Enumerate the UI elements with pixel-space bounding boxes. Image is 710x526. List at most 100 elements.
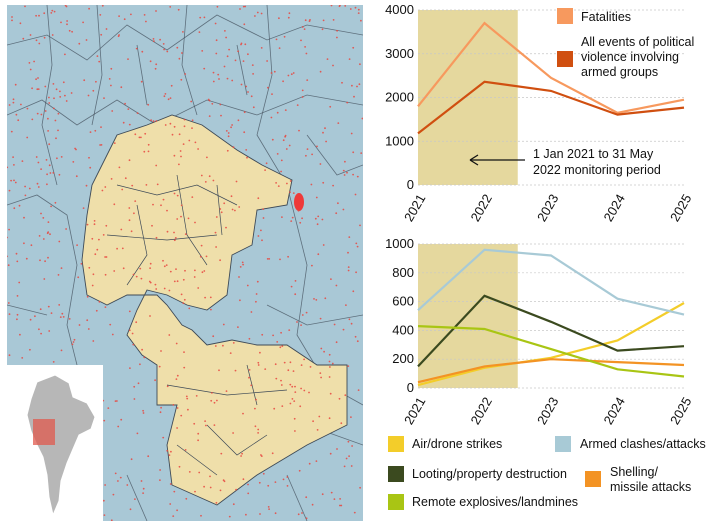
event-dot (218, 369, 220, 372)
legend-swatch (388, 494, 404, 510)
event-dot (215, 216, 218, 218)
event-dot (280, 384, 283, 386)
event-dot (176, 218, 179, 220)
event-dot (328, 353, 331, 356)
event-dot (345, 457, 348, 460)
event-dot (11, 16, 13, 18)
event-dot (224, 30, 226, 32)
event-dot (142, 492, 145, 494)
event-dot (37, 77, 39, 79)
event-dot (31, 118, 34, 121)
event-dot (39, 259, 41, 262)
x-tick-label: 2022 (468, 395, 495, 428)
event-dot (162, 259, 164, 262)
event-dot (158, 365, 161, 368)
event-dot (185, 395, 188, 398)
event-dot (38, 14, 40, 17)
event-dot (272, 334, 274, 337)
event-dot (128, 219, 131, 222)
event-dot (301, 512, 303, 514)
event-dot (166, 385, 169, 388)
event-dot (93, 220, 96, 222)
event-dot (21, 160, 24, 163)
event-dot (278, 47, 281, 49)
event-dot (212, 71, 215, 74)
event-dot (134, 133, 137, 136)
event-dot (176, 407, 179, 409)
event-dot (122, 267, 125, 270)
event-dot (311, 503, 314, 506)
event-dot (141, 348, 144, 351)
event-dot (66, 23, 68, 26)
event-dot (232, 503, 235, 506)
event-dot (128, 159, 131, 162)
event-dot (110, 67, 113, 70)
event-dot (186, 397, 189, 400)
event-dot (231, 79, 234, 82)
event-dot (268, 258, 271, 260)
event-dot (301, 314, 304, 316)
event-dot (35, 14, 37, 17)
event-dot (143, 14, 146, 16)
event-dot (128, 207, 131, 209)
event-dot (247, 483, 249, 486)
x-tick-label: 2024 (601, 192, 628, 225)
event-dot (57, 112, 60, 115)
event-dot (282, 139, 285, 142)
event-dot (320, 347, 323, 350)
event-dot (297, 513, 300, 516)
event-dot (99, 14, 102, 16)
event-dot (166, 449, 169, 452)
event-dot (145, 20, 147, 23)
event-dot (59, 96, 62, 98)
event-dot (213, 424, 216, 426)
event-dot (183, 118, 186, 121)
event-dot (286, 476, 289, 478)
event-dot (352, 173, 354, 176)
event-dot (219, 489, 222, 492)
event-dot (14, 83, 17, 86)
event-dot (244, 43, 247, 46)
event-dot (149, 262, 152, 265)
event-dot (305, 154, 307, 157)
event-dot (339, 5, 341, 6)
event-dot (103, 97, 105, 99)
event-dot (332, 19, 335, 21)
event-dot (332, 184, 334, 187)
event-dot (38, 328, 40, 331)
event-dot (246, 284, 249, 287)
event-dot (289, 402, 292, 405)
event-dot (179, 150, 182, 152)
event-dot (227, 132, 230, 134)
event-dot (280, 159, 283, 162)
event-dot (275, 377, 278, 380)
x-tick-label: 2025 (667, 192, 694, 225)
event-dot (13, 207, 16, 210)
event-dot (15, 113, 18, 116)
event-dot (89, 166, 92, 169)
event-dot (8, 354, 11, 357)
event-dot (34, 315, 36, 318)
event-dot (58, 173, 61, 176)
event-dot (315, 299, 318, 301)
boundary-line (7, 14, 363, 61)
event-dot (182, 31, 184, 33)
event-dot (43, 12, 46, 15)
event-dot (359, 63, 361, 66)
event-dot (257, 364, 260, 366)
event-dot (284, 109, 287, 111)
event-dot (94, 129, 97, 132)
event-dot (267, 86, 269, 89)
event-dot (343, 465, 346, 468)
event-dot (354, 6, 357, 9)
event-dot (209, 296, 212, 299)
event-dot (215, 246, 218, 248)
x-tick-label: 2025 (667, 395, 694, 428)
event-dot (323, 350, 325, 353)
event-dot (348, 318, 351, 321)
event-dot (100, 126, 102, 128)
event-dot (283, 361, 286, 364)
event-dot (184, 233, 187, 236)
event-dot (324, 127, 326, 130)
